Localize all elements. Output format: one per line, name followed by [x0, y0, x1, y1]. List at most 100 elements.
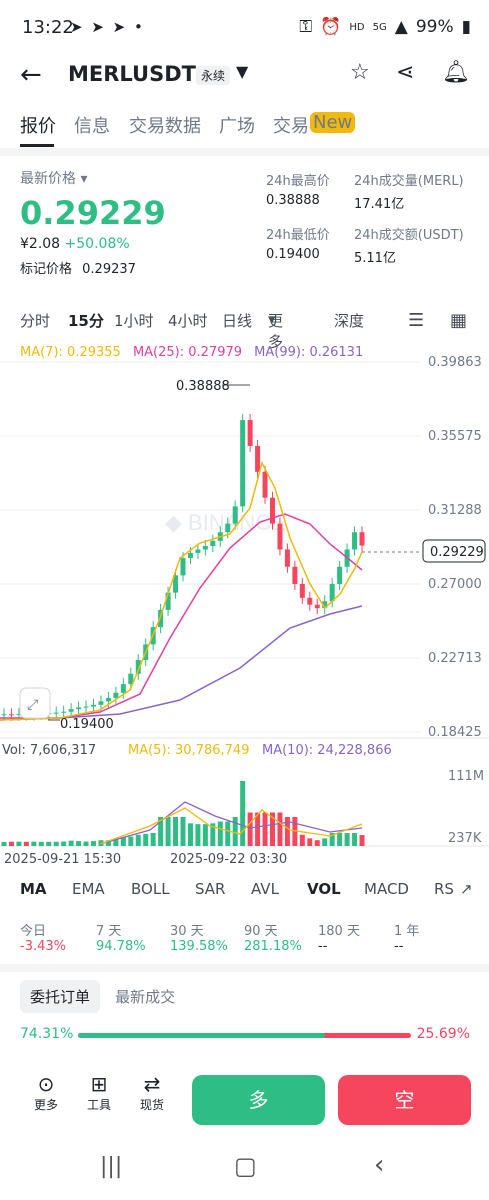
tab-recent-trades[interactable]: 最新成交	[115, 988, 176, 1006]
candle	[292, 566, 298, 585]
volume-bar	[322, 838, 328, 846]
interval-tabs: 分时 15分 1小时 4小时 日线 更多 ▾ 深度 ☰ ▦	[0, 310, 489, 351]
stat-volume-value: 17.41亿	[354, 197, 405, 212]
mark-price-row: 标记价格 0.29237	[20, 258, 166, 277]
interval-timeline[interactable]: 分时	[20, 312, 51, 330]
volume-bar	[225, 821, 231, 846]
stat-volume: 24h成交量(MERL) 17.41亿	[354, 170, 484, 212]
expand-chart-icon[interactable]: ⤢	[19, 687, 51, 719]
volume-bar	[135, 834, 141, 846]
volume-bar	[23, 841, 29, 846]
contract-badge: 永续	[196, 66, 231, 85]
key-icon: ⚿	[299, 17, 313, 37]
candle	[1, 714, 7, 716]
stat-turnover-value: 5.11亿	[354, 251, 396, 266]
bell-icon[interactable]: 🔔︎	[442, 60, 470, 85]
volume-bar	[344, 833, 350, 846]
ind-avl[interactable]: AVL	[251, 880, 279, 898]
candle	[98, 701, 104, 705]
tab-info[interactable]: 信息	[74, 116, 110, 137]
candle	[187, 552, 193, 559]
tab-quote[interactable]: 报价	[20, 116, 56, 137]
volume-bar	[76, 841, 82, 846]
stat-high-value: 0.38888	[266, 193, 320, 208]
sell-ratio: 25.69%	[416, 1026, 470, 1042]
y-tick: 0.35575	[428, 429, 482, 444]
volume-bar	[105, 840, 111, 846]
candle	[337, 566, 343, 585]
candle	[247, 420, 253, 446]
interval-4h[interactable]: 4小时	[168, 312, 208, 330]
stat-low-label: 24h最低价	[266, 228, 330, 243]
ind-vol[interactable]: VOL	[307, 880, 341, 898]
buy-ratio: 74.31%	[20, 1026, 74, 1042]
symbol-title[interactable]: MERLUSDT	[68, 62, 196, 86]
candle	[180, 558, 186, 576]
ma25-line	[0, 513, 363, 719]
more-icon: ⊙	[37, 1072, 55, 1096]
volume-bar	[173, 817, 179, 846]
chart-settings-icon[interactable]: ☰	[408, 310, 425, 331]
recent-apps-icon[interactable]: |||	[100, 1154, 123, 1179]
signal-icon: ▲	[394, 17, 408, 37]
battery-text: 99%	[415, 17, 454, 37]
indicator-settings-icon[interactable]: ↗	[460, 880, 473, 898]
cny-price: ¥2.08	[20, 236, 61, 252]
price-change: +50.08%	[64, 236, 130, 252]
high-annotation: 0.38888	[176, 379, 250, 394]
grid-layout-icon[interactable]: ▦	[450, 310, 468, 331]
latest-price-label[interactable]: 最新价格 ▾	[20, 171, 88, 187]
y-tick: 0.18425	[428, 725, 482, 740]
candle	[352, 532, 358, 550]
ind-macd[interactable]: MACD	[364, 880, 409, 898]
ind-boll[interactable]: BOLL	[131, 880, 170, 898]
spot-button[interactable]: ⇄ 现货	[132, 1072, 172, 1113]
tools-button[interactable]: ⊞ 工具	[79, 1072, 119, 1113]
tab-trade-data[interactable]: 交易数据	[129, 116, 201, 137]
volume-bar	[247, 812, 253, 846]
back-arrow-icon[interactable]: ←	[20, 60, 42, 90]
ind-ema[interactable]: EMA	[72, 880, 105, 898]
home-icon[interactable]: ▢	[234, 1152, 257, 1180]
perf-today: 今日 -3.43%	[20, 924, 66, 954]
share-icon[interactable]: ⋖	[396, 60, 415, 85]
candle	[284, 549, 290, 567]
status-right: ⚿ ⏰ HD 5G ▲ 99% ▮	[299, 17, 471, 37]
interval-15m[interactable]: 15分	[68, 312, 104, 330]
star-icon[interactable]: ☆	[350, 60, 370, 85]
candle	[68, 709, 74, 712]
vol-legend-ma5: MA(5): 30,786,749	[128, 743, 249, 758]
interval-1h[interactable]: 1小时	[114, 312, 154, 330]
tab-square[interactable]: 广场	[219, 116, 255, 137]
price-change-row: ¥2.08 +50.08%	[20, 236, 166, 252]
candle	[270, 497, 275, 524]
ind-ma[interactable]: MA	[20, 880, 47, 898]
y-tick: 0.39863	[428, 355, 482, 370]
x-tick: 2025-09-22 03:30	[170, 852, 287, 867]
volume-bar	[307, 838, 313, 846]
interval-more[interactable]: 更多 ▾	[268, 310, 284, 351]
interval-daily[interactable]: 日线	[222, 312, 253, 330]
volume-bar	[217, 821, 223, 846]
interval-depth[interactable]: 深度	[334, 312, 365, 330]
section-divider	[0, 148, 489, 156]
ind-rsi[interactable]: RS	[434, 880, 454, 898]
volume-bar	[31, 841, 37, 846]
candle	[322, 601, 328, 609]
perf-90d: 90 天 281.18%	[244, 924, 302, 954]
volume-bar	[284, 817, 290, 846]
new-badge: New	[310, 112, 356, 133]
short-button[interactable]: 空	[338, 1075, 471, 1125]
back-nav-icon[interactable]: ‹	[374, 1150, 385, 1180]
more-button[interactable]: ⊙ 更多	[26, 1072, 66, 1113]
tab-order-book[interactable]: 委托订单	[20, 980, 101, 1013]
header: ← MERLUSDT 永续 ▼ ☆ ⋖ 🔔︎	[0, 56, 489, 96]
volume-bar	[158, 817, 164, 846]
caret-down-icon[interactable]: ▼	[236, 62, 249, 81]
long-button[interactable]: 多	[192, 1075, 325, 1125]
volume-bar	[314, 840, 320, 846]
ind-sar[interactable]: SAR	[195, 880, 226, 898]
candle	[128, 673, 134, 685]
volume-bar	[180, 817, 186, 846]
price-chart[interactable]: ◆ BINANCE 0.38888 0.19400 0.29229 0.3986…	[0, 338, 489, 868]
